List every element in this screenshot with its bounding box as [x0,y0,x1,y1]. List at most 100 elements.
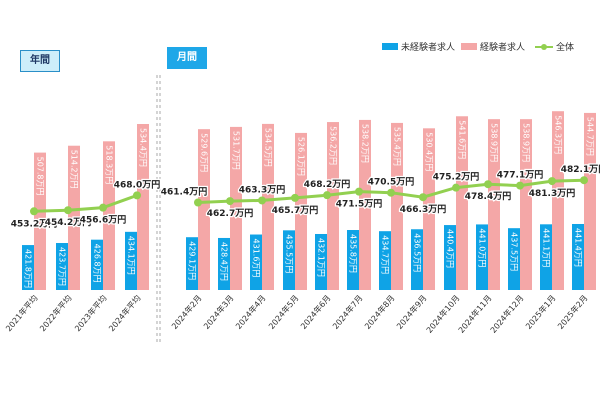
bar-inexperienced [91,239,103,290]
bar-experienced [488,119,500,290]
data-label-experienced: 518.3万円 [105,145,114,184]
bar-experienced [520,119,532,290]
data-label-overall: 468.0万円 [114,179,160,190]
bar-experienced [584,112,596,290]
data-label-overall: 456.6万円 [80,215,126,226]
data-label-inexperienced: 426.8万円 [93,244,102,283]
data-label-experienced: 538.9万円 [522,123,531,162]
x-tick-label: 2025年2月 [555,293,589,331]
data-label-overall: 477.1万円 [497,170,543,181]
data-label-inexperienced: 434.7万円 [381,235,390,274]
point-overall [323,191,331,200]
data-label-inexperienced: 437.5万円 [510,232,519,271]
x-tick-label: 2024年6月 [298,293,332,331]
bar-experienced [391,122,403,291]
bar-inexperienced [125,231,137,290]
data-label-overall: 482.1万円 [561,164,600,175]
legend-label-overall: 全体 [556,43,575,53]
data-label-inexperienced: 432.1万円 [317,238,326,277]
data-label-overall: 468.2万円 [304,179,350,190]
point-overall [99,203,107,212]
data-label-inexperienced: 441.1万円 [542,228,551,267]
bar-experienced [68,145,80,290]
bar-inexperienced [540,224,552,290]
x-tick-label: 2024年8月 [362,293,396,331]
data-label-overall: 466.3万円 [400,204,446,215]
x-tick-label: 2024年5月 [266,293,300,331]
bar-experienced [137,124,149,290]
point-overall [226,197,234,206]
x-tick-label: 2024年3月 [201,293,235,331]
bar-inexperienced [22,245,34,290]
data-label-overall: 463.3万円 [239,184,285,195]
legend-swatch-experienced [461,43,477,50]
bar-inexperienced [347,230,359,290]
x-tick-label: 2023年平均 [72,293,108,333]
data-label-inexperienced: 436.5万円 [413,233,422,272]
panel-label-annual: 年間 [20,50,60,72]
point-overall [516,181,524,190]
legend-item-experienced: 経験者求人 [461,40,525,53]
data-label-inexperienced: 434.1万円 [127,236,136,275]
data-label-inexperienced: 431.6万円 [252,239,261,278]
data-label-experienced: 507.8万円 [36,157,45,196]
x-tick-label: 2021年平均 [3,293,39,333]
bar-inexperienced [572,223,584,290]
point-overall [484,180,492,189]
x-tick-label: 2025年1月 [523,293,557,331]
bar-inexperienced [444,225,456,290]
data-label-inexperienced: 429.1万円 [188,241,197,280]
data-label-overall: 481.3万円 [529,188,575,199]
legend-label-experienced: 経験者求人 [480,43,526,53]
data-label-inexperienced: 440.4万円 [446,229,455,268]
data-label-experienced: 526.1万円 [297,137,306,176]
point-overall [64,206,72,215]
bar-inexperienced [476,224,488,290]
data-label-overall: 478.4万円 [465,191,511,202]
x-tick-label: 2024年4月 [233,293,267,331]
bar-experienced [34,152,46,290]
data-label-experienced: 544.7万円 [586,117,595,156]
bar-inexperienced [508,228,520,290]
bar-experienced [327,122,339,291]
data-label-inexperienced: 435.8万円 [349,234,358,273]
data-label-overall: 470.5万円 [368,177,414,188]
data-label-inexperienced: 435.5万円 [285,234,294,273]
data-label-experienced: 534.4万円 [139,128,148,167]
legend-swatch-overall [535,43,553,51]
x-tick-label: 2024年2月 [169,293,203,331]
x-tick-label: 2024年12月 [488,293,526,335]
data-label-inexperienced: 428.4万円 [220,242,229,281]
data-label-experienced: 531.7万円 [232,131,241,170]
data-label-experienced: 514.2万円 [70,150,79,189]
point-overall [355,187,363,196]
legend-item-overall: 全体 [535,40,574,53]
bar-experienced [423,128,435,290]
bar-experienced [552,111,564,290]
x-tick-label: 2024年平均 [106,293,142,333]
data-label-experienced: 530.4万円 [425,132,434,171]
data-label-experienced: 535.4万円 [393,127,402,166]
bar-inexperienced [218,237,230,290]
data-label-overall: 465.7万円 [272,205,318,216]
point-overall [133,191,141,200]
bar-inexperienced [315,233,327,290]
legend-label-inexperienced: 未経験者求人 [401,43,456,53]
data-label-overall: 453.2万円 [11,218,57,229]
data-label-overall: 475.2万円 [433,172,479,183]
bar-inexperienced [186,237,198,290]
data-label-experienced: 529.6万円 [200,133,209,172]
point-overall [387,188,395,197]
data-label-experienced: 534.5万円 [264,128,273,167]
data-label-overall: 462.7万円 [207,208,253,219]
point-overall [194,198,202,207]
x-tick-label: 2024年9月 [394,293,428,331]
data-label-experienced: 538.9万円 [490,123,499,162]
point-overall [291,193,299,202]
data-label-overall: 471.5万円 [336,199,382,210]
bar-experienced [198,129,210,290]
bar-experienced [230,126,242,290]
data-label-overall: 454.2万円 [45,217,91,228]
data-label-inexperienced: 441.4万円 [574,228,583,267]
